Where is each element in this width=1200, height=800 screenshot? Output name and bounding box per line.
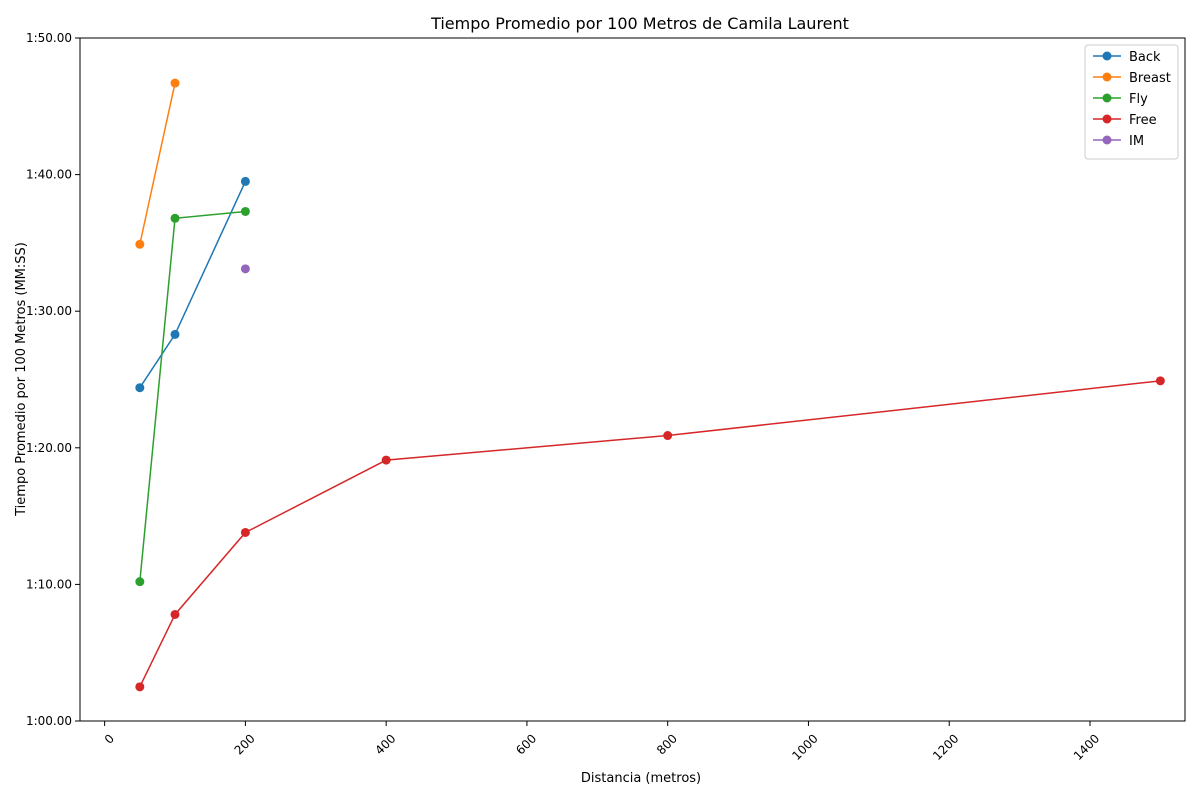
- y-tick-label: 1:00.00: [26, 714, 72, 728]
- y-axis-label: Tiempo Promedio por 100 Metros (MM:SS): [14, 242, 29, 517]
- legend-marker-im: [1102, 135, 1112, 145]
- data-point-free: [381, 455, 391, 465]
- data-point-fly: [240, 206, 250, 216]
- series-line-breast: [139, 82, 176, 245]
- legend-marker-back: [1102, 51, 1112, 61]
- series-fly: [135, 206, 250, 587]
- series-line-free: [139, 380, 1161, 688]
- legend-item-fly: Fly: [1093, 92, 1148, 107]
- legend-marker-fly: [1102, 93, 1112, 103]
- x-axis-label: Distancia (metros): [581, 771, 701, 786]
- data-point-back: [135, 383, 145, 393]
- y-tick-label: 1:50.00: [26, 31, 72, 45]
- series-layer: [135, 78, 1165, 692]
- legend-label-fly: Fly: [1129, 92, 1148, 107]
- legend-item-free: Free: [1093, 113, 1157, 128]
- plot-frame: [79, 37, 1186, 722]
- legend-label-back: Back: [1129, 50, 1161, 65]
- legend-item-back: Back: [1093, 50, 1161, 65]
- legend-label-breast: Breast: [1129, 71, 1171, 86]
- y-tick-label: 1:10.00: [26, 577, 72, 591]
- series-im: [240, 264, 250, 274]
- data-point-back: [240, 176, 250, 186]
- data-point-free: [170, 609, 180, 619]
- y-tick-label: 1:30.00: [26, 304, 72, 318]
- series-breast: [135, 78, 180, 249]
- data-point-free: [135, 682, 145, 692]
- data-point-free: [663, 431, 673, 441]
- data-point-fly: [135, 577, 145, 587]
- y-axis-ticks: 1:00.00 1:10.00 1:20.00 1:30.00 1:40.00 1:50.…: [26, 31, 80, 728]
- y-tick-label: 1:40.00: [26, 168, 72, 182]
- data-point-fly: [170, 213, 180, 223]
- series-free: [135, 376, 1165, 692]
- legend-item-breast: Breast: [1093, 71, 1171, 86]
- data-point-breast: [170, 78, 180, 88]
- data-point-back: [170, 329, 180, 339]
- legend: Back Breast Fly Free IM: [1084, 44, 1179, 160]
- data-point-free: [1155, 376, 1165, 386]
- y-tick-label: 1:20.00: [26, 441, 72, 455]
- data-point-free: [240, 527, 250, 537]
- legend-marker-free: [1102, 114, 1112, 124]
- chart-title: Tiempo Promedio por 100 Metros de Camila…: [430, 14, 849, 33]
- data-point-breast: [135, 239, 145, 249]
- series-back: [135, 176, 250, 393]
- legend-label-free: Free: [1129, 113, 1157, 128]
- data-point-im: [240, 264, 250, 274]
- legend-marker-breast: [1102, 72, 1112, 82]
- legend-item-im: IM: [1093, 134, 1144, 149]
- legend-label-im: IM: [1129, 134, 1144, 149]
